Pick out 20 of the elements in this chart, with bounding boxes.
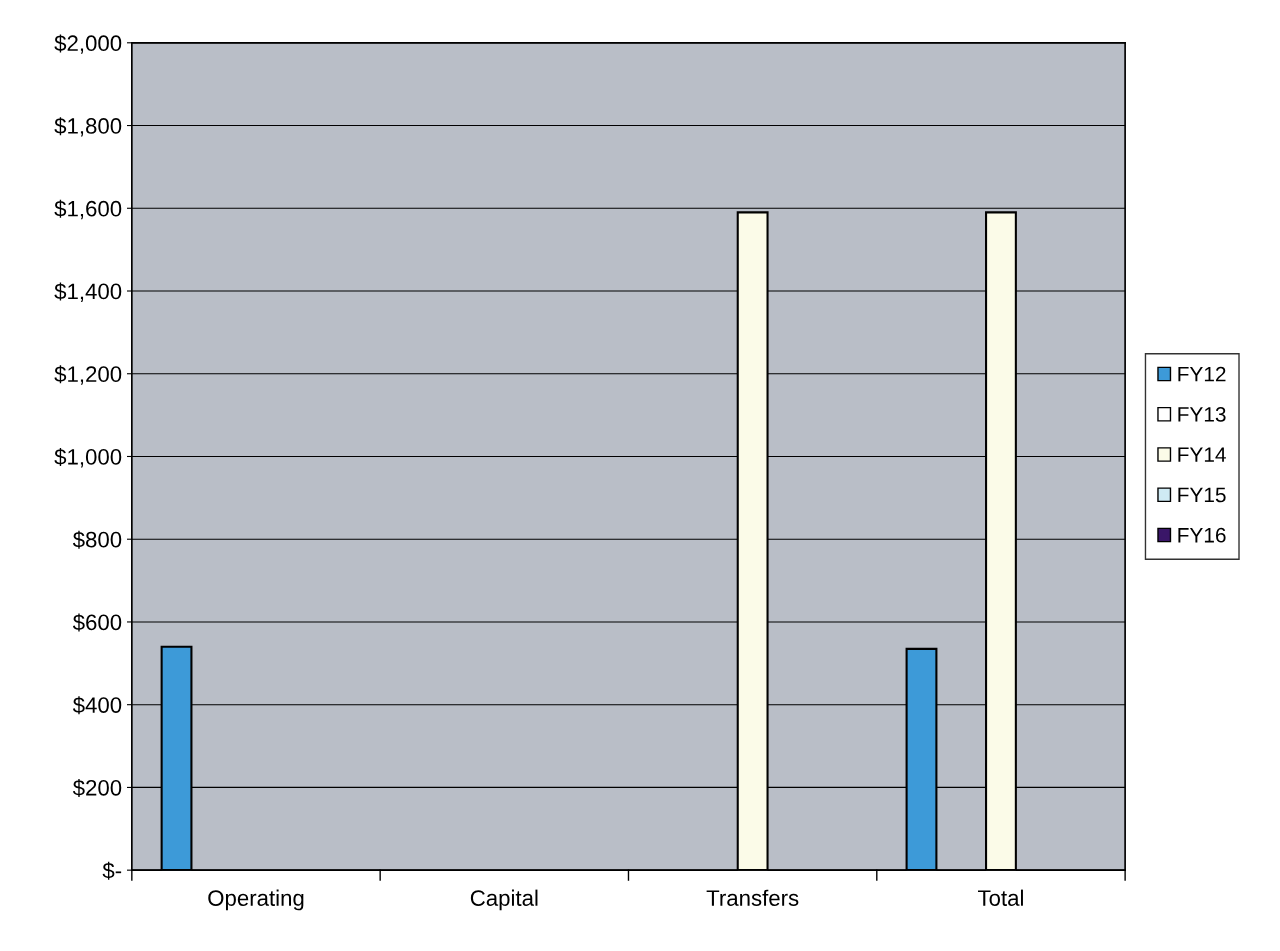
y-tick-label: $600 (72, 613, 122, 632)
legend-label: FY12 (1178, 366, 1226, 382)
y-tick-label: $1,800 (54, 117, 122, 137)
x-tick-label: Operating (208, 889, 304, 911)
y-tick-label: $200 (72, 779, 122, 798)
x-tick-label: Total (978, 889, 1023, 906)
y-tick-label: $1,600 (54, 199, 122, 220)
x-tick-label: Capital (470, 889, 538, 911)
y-tick-label: $800 (72, 530, 122, 549)
y-tick-label: $1,000 (54, 448, 122, 468)
y-tick-label: $400 (72, 696, 122, 715)
y-tick-label: $1,400 (54, 282, 122, 302)
legend-label: FY15 (1178, 487, 1226, 503)
x-tick-label: Transfers (706, 889, 799, 906)
y-tick-label: $1,200 (54, 365, 122, 385)
legend-label: FY13 (1178, 407, 1226, 422)
legend-label: FY14 (1178, 447, 1226, 462)
legend-label: FY16 (1178, 527, 1226, 543)
y-tick-label: $- (102, 861, 122, 880)
y-tick-label: $2,000 (54, 34, 122, 54)
